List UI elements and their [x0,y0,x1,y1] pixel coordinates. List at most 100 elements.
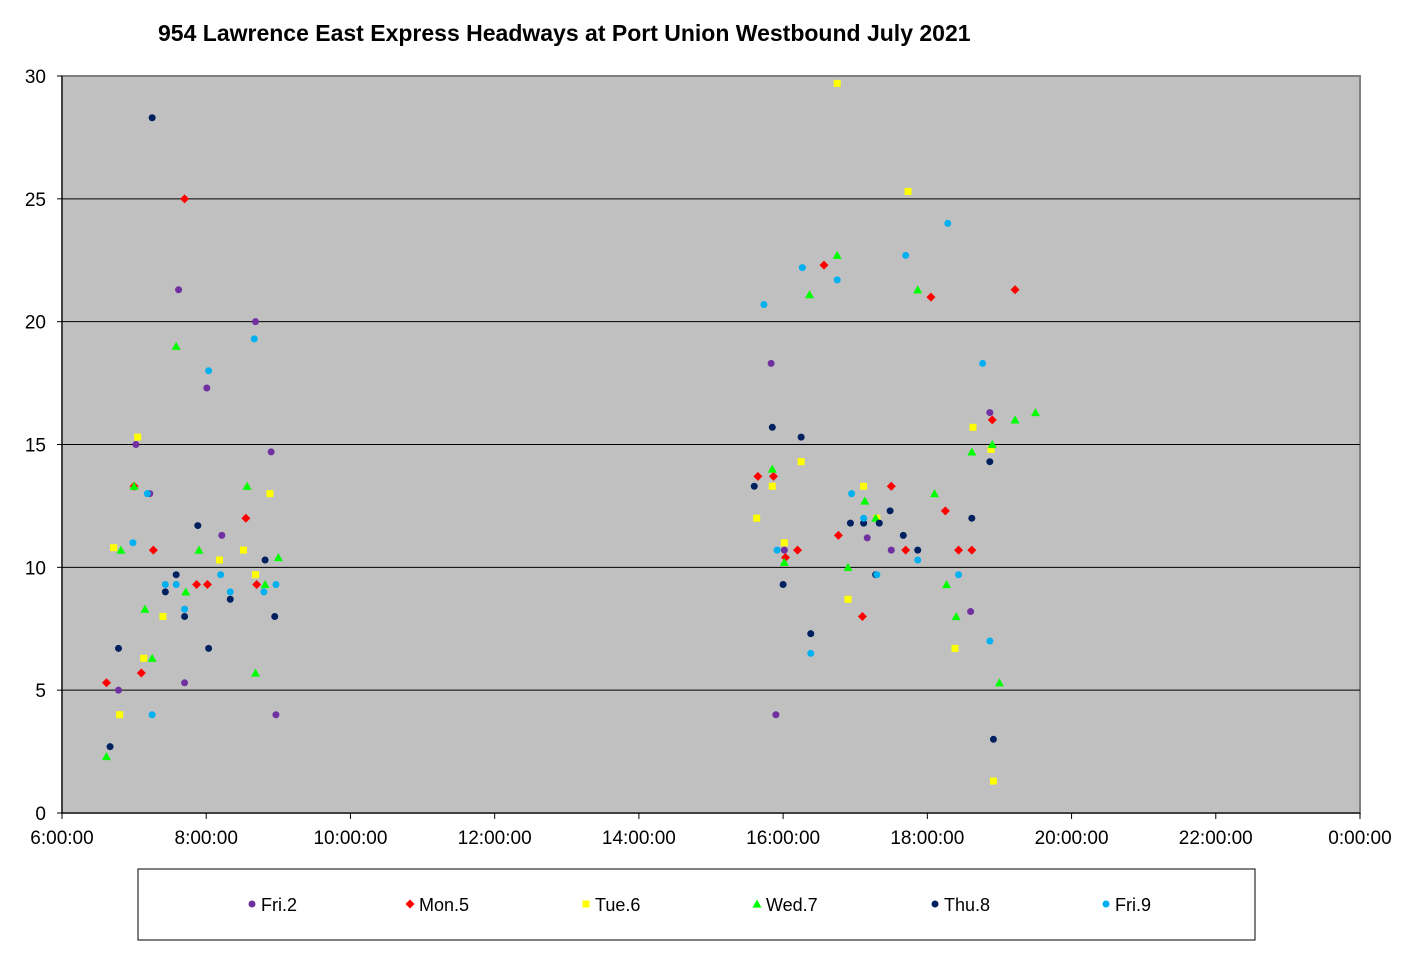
legend-item: Tue.6 [582,895,640,915]
data-point [251,571,259,579]
data-point [844,595,852,603]
series-wed-7 [101,250,1040,761]
data-point [202,580,212,590]
data-point [194,522,202,530]
data-point [753,514,761,522]
x-tick-label: 14:00:00 [602,828,676,849]
data-point [767,359,775,367]
data-point [773,546,781,554]
data-point [930,489,940,498]
series-fri-2 [114,286,994,719]
data-point [886,507,894,515]
y-tick-label: 0 [35,804,46,825]
data-point [116,545,126,554]
data-point [987,440,997,449]
data-point [101,678,111,688]
data-point [143,490,151,498]
data-point [779,557,789,567]
legend-label: Fri.9 [1115,895,1151,915]
data-point [110,544,118,552]
data-point [180,194,190,204]
data-point [272,711,280,719]
data-point [147,653,157,662]
data-point [967,447,977,456]
data-point [239,546,247,554]
data-point [181,679,189,687]
legend-label: Mon.5 [419,895,469,915]
data-point [902,251,910,259]
x-tick-label: 22:00:00 [1179,828,1253,849]
data-point [753,471,763,481]
data-point [181,612,189,620]
data-point [989,777,997,785]
data-point [116,711,124,719]
data-point [989,735,997,743]
data-point [901,545,911,555]
data-point [798,264,806,272]
data-point [203,384,211,392]
data-point [271,612,279,620]
legend-marker [1102,900,1110,908]
data-point [261,556,269,564]
legend-marker [931,900,939,908]
data-point [132,441,140,448]
data-point [252,580,262,590]
data-point [260,580,270,589]
data-point [979,359,987,367]
series-mon-5 [101,194,1020,688]
data-point [172,571,180,579]
data-point [101,751,111,761]
data-point [969,423,977,431]
data-point [767,464,777,473]
y-axis: 0 5 10 15 20 25 30 [25,67,63,825]
data-point [875,519,883,527]
y-tick-label: 25 [25,190,46,211]
data-point [886,481,896,491]
data-point [171,341,181,350]
data-point [161,588,169,596]
data-point [951,644,959,652]
legend-item: Wed.7 [752,895,818,915]
data-point [986,409,994,417]
legend-label: Tue.6 [595,895,640,915]
data-point [843,562,853,571]
data-point [768,471,778,481]
x-tick-label: 8:00:00 [175,828,238,849]
data-point [781,553,791,563]
data-point [848,490,856,498]
data-point [863,534,871,542]
data-point [779,581,787,589]
data-point [857,611,867,621]
data-point [780,546,788,554]
gridlines [62,198,1360,691]
data-point [267,448,275,456]
data-point [273,553,283,562]
x-tick-label: 20:00:00 [1035,828,1109,849]
data-point [205,367,213,375]
data-point [887,546,895,554]
chart-title: 954 Lawrence East Express Headways at Po… [158,20,971,46]
data-point [272,581,280,589]
data-point [148,114,156,122]
legend-marker [405,899,415,909]
data-point [148,545,158,555]
data-point [1010,415,1020,424]
data-point [226,595,234,603]
x-tick-label: 0:00:00 [1328,828,1391,849]
series-tue-6 [110,79,997,785]
data-point [217,571,225,579]
legend-label: Wed.7 [766,895,818,915]
data-point [954,545,964,555]
data-point [967,608,975,616]
data-point [181,587,191,596]
legend-item: Fri.9 [1102,895,1151,915]
x-tick-label: 18:00:00 [890,828,964,849]
data-point [968,514,976,522]
data-point [913,285,923,294]
x-axis: 6:00:00 8:00:00 10:00:00 12:00:00 14:00:00 16… [30,812,1392,849]
data-point [807,630,815,638]
data-point [242,481,252,490]
x-tick-label: 6:00:00 [30,828,93,849]
data-point [832,250,842,259]
legend: Fri.2 Mon.5 Tue.6 Wed.7 Thu.8 Fri.9 [248,895,1151,915]
